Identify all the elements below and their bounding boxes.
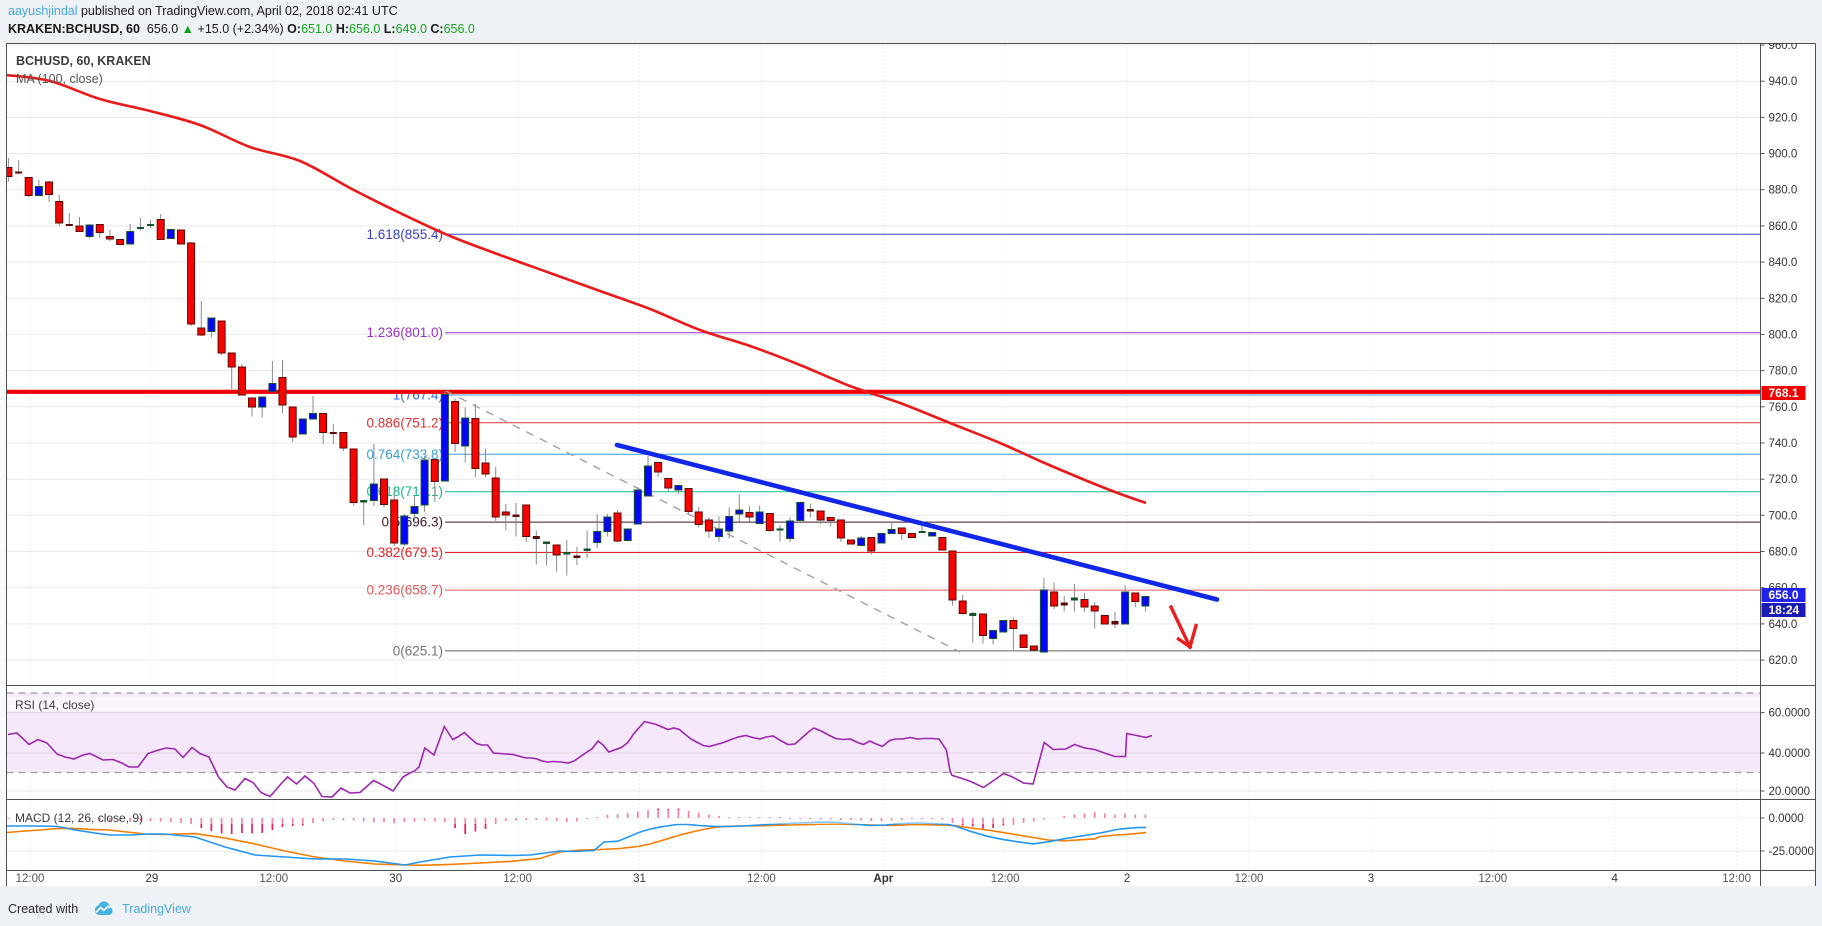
svg-text:0.0000: 0.0000 xyxy=(1769,813,1804,825)
svg-text:12:00: 12:00 xyxy=(259,873,288,885)
svg-text:780.0: 780.0 xyxy=(1769,366,1798,378)
svg-text:12:00: 12:00 xyxy=(503,873,532,885)
svg-text:0.764(733.8): 0.764(733.8) xyxy=(366,447,443,462)
svg-text:1.236(801.0): 1.236(801.0) xyxy=(366,325,443,340)
svg-text:960.0: 960.0 xyxy=(1769,40,1798,52)
svg-text:12:00: 12:00 xyxy=(1235,873,1264,885)
svg-text:0.382(679.5): 0.382(679.5) xyxy=(366,545,443,560)
svg-text:12:00: 12:00 xyxy=(1722,873,1751,885)
svg-text:BCHUSD, 60, KRAKEN: BCHUSD, 60, KRAKEN xyxy=(16,54,151,68)
svg-text:RSI (14, close): RSI (14, close) xyxy=(15,698,94,712)
svg-text:31: 31 xyxy=(633,873,646,885)
svg-text:820.0: 820.0 xyxy=(1769,293,1798,305)
svg-text:860.0: 860.0 xyxy=(1769,221,1798,233)
svg-text:Apr: Apr xyxy=(873,873,893,885)
svg-text:920.0: 920.0 xyxy=(1769,112,1798,124)
svg-text:880.0: 880.0 xyxy=(1769,185,1798,197)
svg-text:0.236(658.7): 0.236(658.7) xyxy=(366,583,443,598)
svg-text:40.0000: 40.0000 xyxy=(1769,748,1811,760)
svg-text:656.0: 656.0 xyxy=(1769,588,1799,602)
svg-text:0(625.1): 0(625.1) xyxy=(393,643,443,658)
svg-text:720.0: 720.0 xyxy=(1769,474,1798,486)
svg-text:MA (100, close): MA (100, close) xyxy=(16,72,103,86)
svg-text:12:00: 12:00 xyxy=(991,873,1020,885)
svg-text:12:00: 12:00 xyxy=(1478,873,1507,885)
svg-text:2: 2 xyxy=(1124,873,1130,885)
svg-text:760.0: 760.0 xyxy=(1769,402,1798,414)
svg-text:29: 29 xyxy=(146,873,159,885)
svg-text:700.0: 700.0 xyxy=(1769,510,1798,522)
svg-text:18:24: 18:24 xyxy=(1769,603,1800,617)
svg-text:MACD (12, 26, close, 9): MACD (12, 26, close, 9) xyxy=(15,811,143,825)
svg-text:740.0: 740.0 xyxy=(1769,438,1798,450)
svg-text:60.0000: 60.0000 xyxy=(1769,708,1811,720)
svg-text:620.0: 620.0 xyxy=(1769,655,1798,667)
svg-text:0.618(713.1): 0.618(713.1) xyxy=(366,484,443,499)
svg-text:4: 4 xyxy=(1611,873,1618,885)
svg-text:0.886(751.2): 0.886(751.2) xyxy=(366,415,443,430)
svg-text:800.0: 800.0 xyxy=(1769,329,1798,341)
svg-text:12:00: 12:00 xyxy=(16,873,45,885)
svg-text:840.0: 840.0 xyxy=(1769,257,1798,269)
svg-text:640.0: 640.0 xyxy=(1769,619,1798,631)
svg-text:680.0: 680.0 xyxy=(1769,547,1798,559)
svg-text:768.1: 768.1 xyxy=(1769,386,1799,400)
svg-text:-25.0000: -25.0000 xyxy=(1769,846,1814,858)
svg-text:20.0000: 20.0000 xyxy=(1769,786,1811,798)
svg-text:940.0: 940.0 xyxy=(1769,76,1798,88)
svg-text:30: 30 xyxy=(389,873,402,885)
svg-text:900.0: 900.0 xyxy=(1769,149,1798,161)
svg-text:1.618(855.4): 1.618(855.4) xyxy=(366,227,443,242)
svg-text:12:00: 12:00 xyxy=(747,873,776,885)
svg-text:3: 3 xyxy=(1368,873,1374,885)
